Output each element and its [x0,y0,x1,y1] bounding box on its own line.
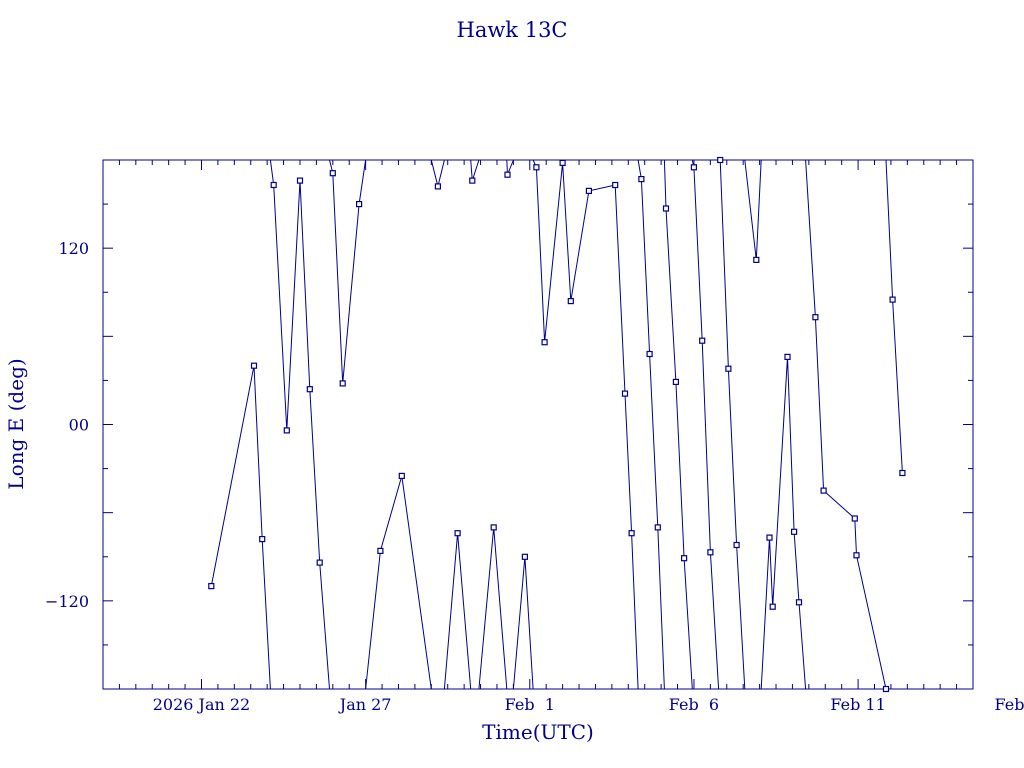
data-point-marker [541,339,548,346]
data-point-marker [707,549,714,556]
data-point-marker [851,515,858,522]
series-line-segment [329,159,367,384]
y-axis-label: Long E (deg) [4,358,28,489]
data-point-marker [853,552,860,559]
data-point-marker [672,378,680,385]
series-line-segment [365,475,432,690]
data-point-marker [812,314,819,321]
data-point-marker [521,553,529,560]
series-line-segment [760,356,807,690]
data-point-marker [259,535,266,543]
data-point-marker [628,530,635,537]
data-point-marker [490,524,497,531]
data-point-marker [889,296,896,303]
data-point-marker [680,555,688,562]
series-line-segment [691,159,720,690]
series-line-segment [269,159,330,690]
series-line-segment [663,159,693,690]
x-axis-ticks: 2026 Jan 22 Jan 27 Feb 1 Feb 6 Feb 11 Feb 16 [102,160,1024,714]
data-point-marker [790,528,798,535]
data-point-marker [559,159,566,166]
data-point-marker [646,350,653,358]
data-point-marker [533,164,540,171]
data-point-marker [621,390,629,397]
series-line-segment [532,159,639,690]
data-point-marker [753,256,760,263]
data-point-marker [784,353,791,360]
data-point-marker [567,298,574,305]
series-line-segment [512,556,534,690]
series-line-segment [210,365,271,690]
x-axis-label: Time(UTC) [482,720,594,744]
data-point-marker [638,176,645,183]
series-line-segment [478,527,508,690]
data-point-marker [585,187,593,194]
data-point-marker [270,181,277,189]
data-point-marker [398,472,405,479]
data-point-marker [208,582,215,590]
data-point-marker [612,181,619,189]
x-tick-label: 2026 Jan 22 [153,695,251,714]
data-point-marker [329,170,336,177]
series-line-segment [885,159,903,474]
data-point-marker [306,386,313,393]
data-point-marker [820,487,827,494]
data-point-marker [654,524,661,531]
data-point-marker [882,685,890,693]
x-tick-label: Jan 27 [338,695,392,714]
y-tick-label: −120 [45,592,89,611]
data-point-marker [733,541,740,549]
y-tick-label: 00 [69,416,89,435]
data-point-marker [717,156,724,164]
data-point-marker [725,365,732,372]
x-tick-label: Feb 6 [669,695,719,714]
x-tick-label: Feb 11 [830,695,885,714]
data-point-marker [795,599,803,606]
data-point-marker [250,362,258,369]
data-point-marker [662,205,670,212]
data-point-marker [454,530,461,537]
data-point-marker [899,469,906,477]
series-line-segment [443,533,472,690]
data-point-marker [690,164,698,171]
data-point-marker [356,201,363,208]
data-point-marker [377,547,384,555]
series-line-segment [718,159,746,690]
data-point-marker [469,177,476,184]
y-axis-ticks: 120 00 −120 [45,159,973,690]
plot-frame [102,159,974,690]
x-tick-label: Feb 1 [505,695,555,714]
series-line-segment [430,159,445,187]
data-point-marker [283,427,290,434]
data-point-marker [769,603,776,610]
data-point-marker [504,171,511,178]
y-tick-label: 120 [58,239,89,258]
chart-title: Hawk 13C [457,18,568,42]
series-line-segment [805,159,887,690]
series-lines [210,159,903,690]
x-tick-label: Feb 16 [995,695,1024,714]
series-line-segment [637,159,665,690]
series-line-segment [744,159,762,260]
data-point-marker [296,177,304,184]
data-point-marker [766,534,773,541]
series-markers [208,156,906,693]
data-point-marker [339,380,346,387]
data-point-marker [434,183,441,190]
data-point-marker [699,337,706,344]
data-point-marker [316,559,323,566]
